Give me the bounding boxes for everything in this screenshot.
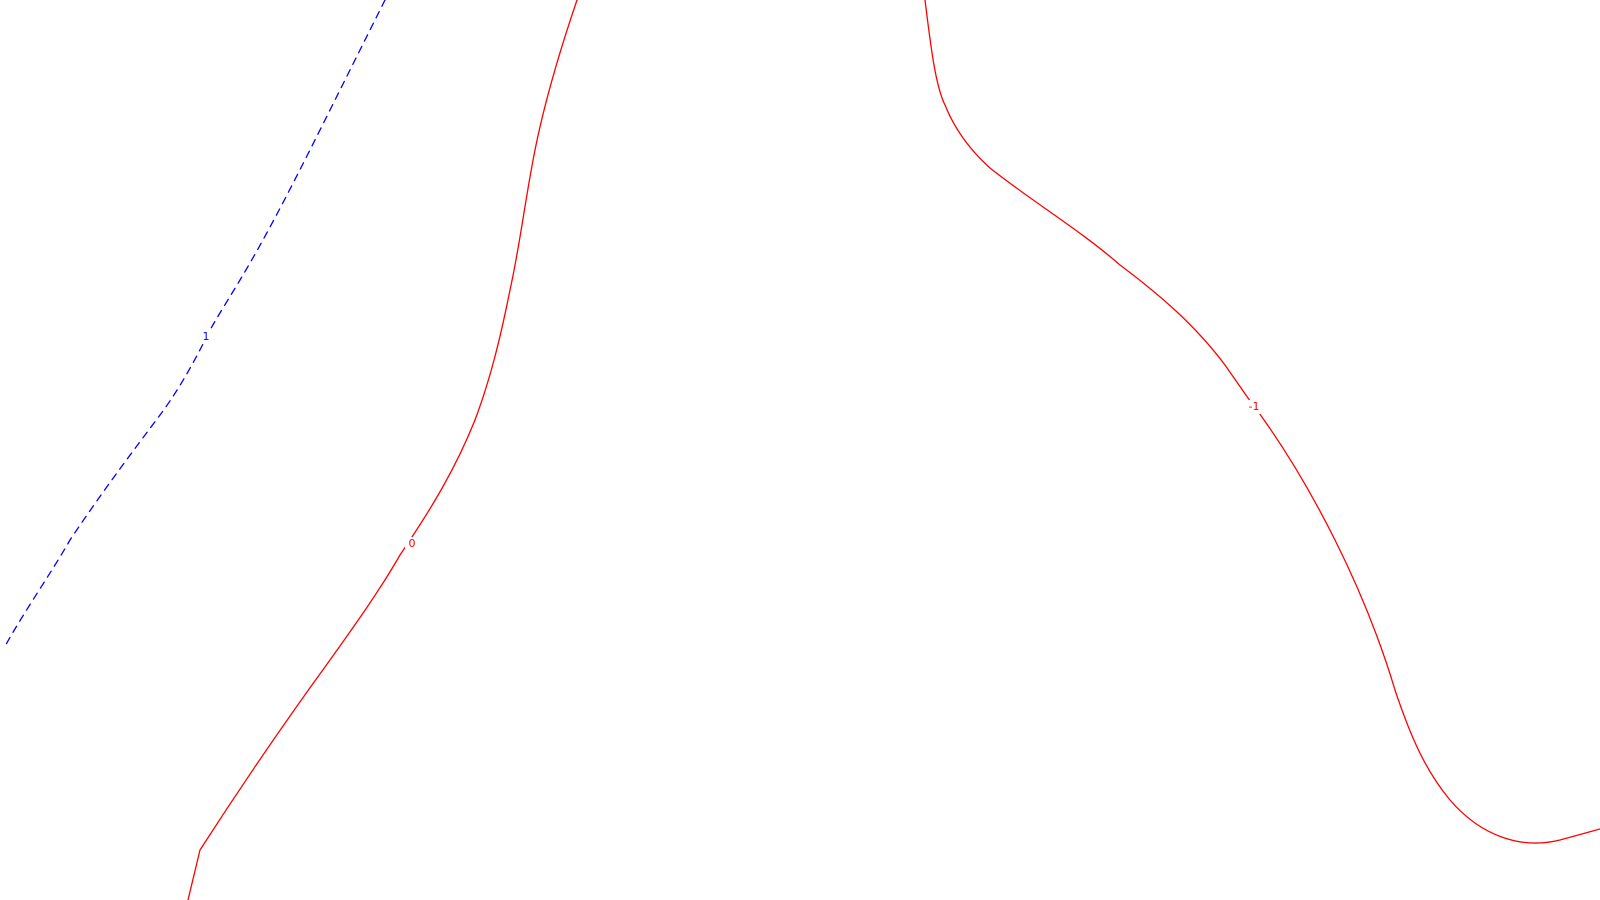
contour-1-group: 1 [3,0,386,649]
contour-neg1-group: -1 [924,0,1600,844]
contour-line-neg1 [924,0,1600,844]
contour-label-1: 1 [203,330,210,343]
contour-label-neg1: -1 [1249,400,1260,413]
contour-0-group: 0 [187,0,578,900]
contour-line-1 [3,0,386,649]
contour-line-0 [187,0,578,900]
contour-label-0: 0 [409,537,416,550]
